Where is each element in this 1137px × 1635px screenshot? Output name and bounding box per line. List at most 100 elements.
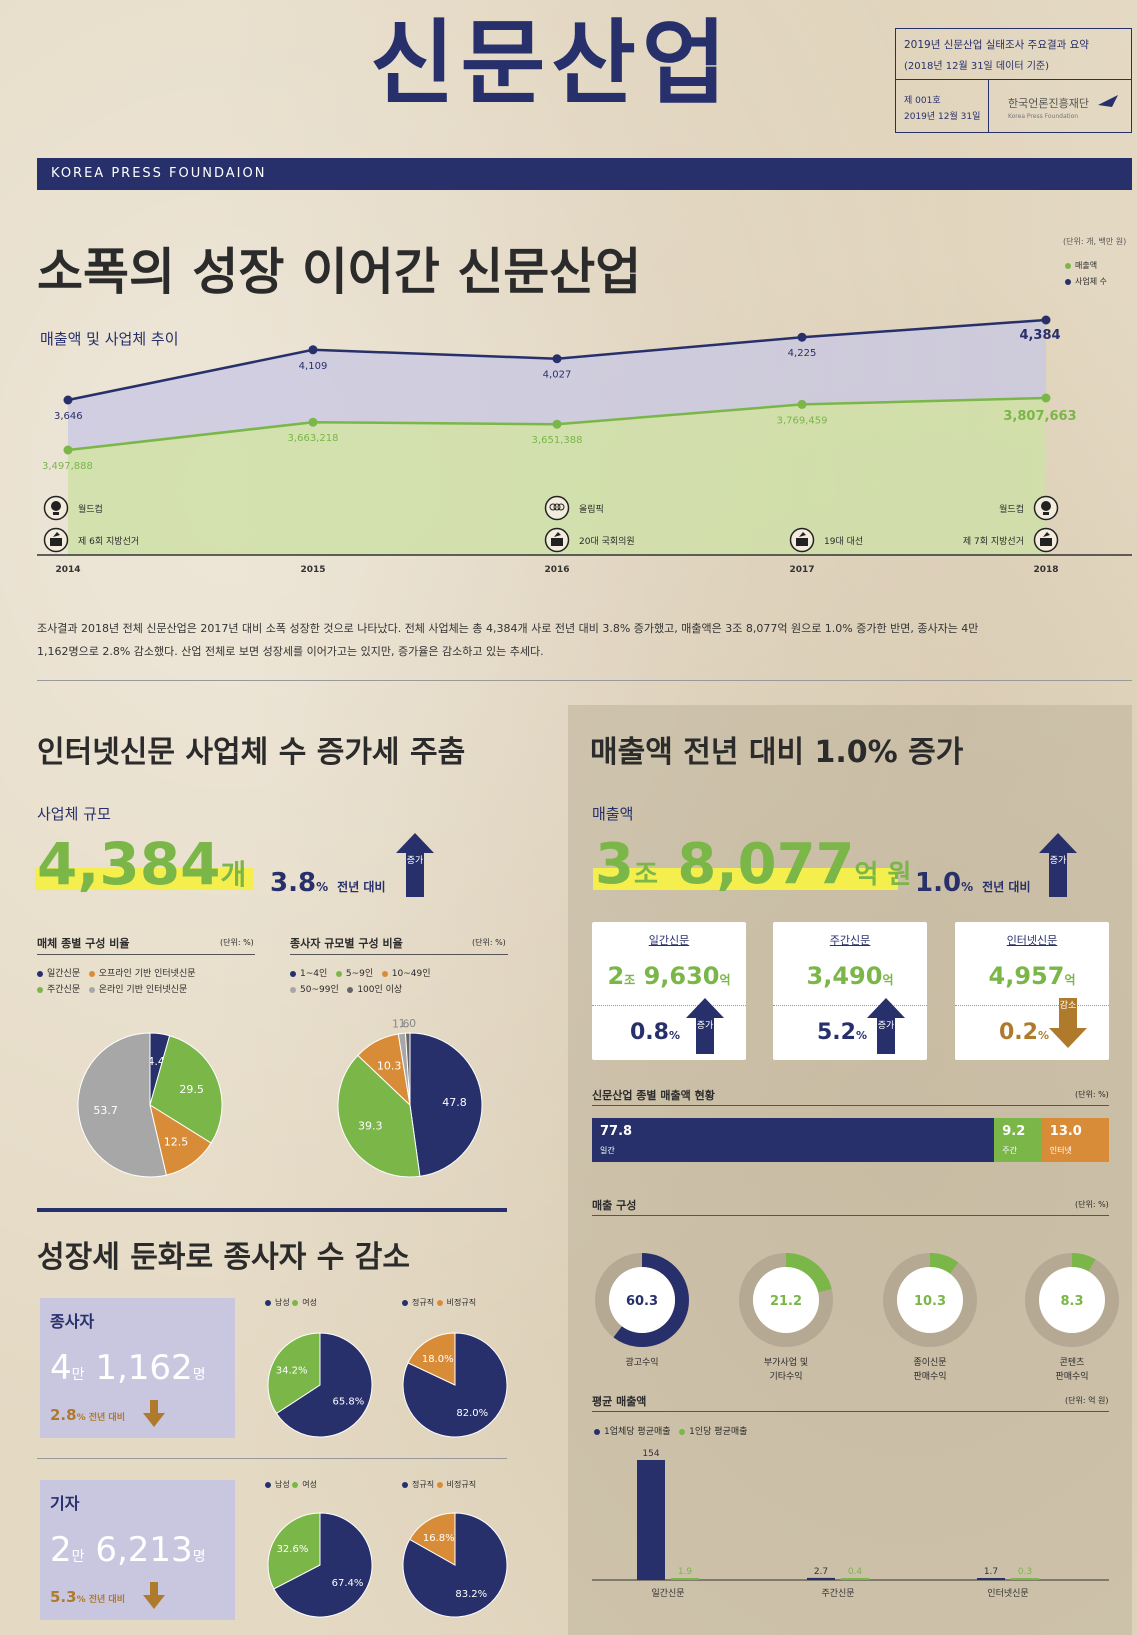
- avg-category: 일간신문: [651, 1588, 684, 1599]
- masthead-title: 신문산업: [370, 10, 733, 117]
- trend-legend-sales: 매출액: [1065, 260, 1097, 271]
- share-value: 9.2: [1002, 1124, 1026, 1139]
- firms-point: [797, 332, 807, 342]
- share-value: 77.8: [600, 1124, 633, 1139]
- firms-highlight: [35, 868, 253, 890]
- share-category: 주간: [1002, 1146, 1017, 1155]
- reporters-box: 기자 2만 6,213명 5.3% 전년 대비: [40, 1480, 235, 1620]
- section3-headline: 매출액 전년 대비 1.0% 증가: [590, 735, 964, 770]
- pie-label: 65.8%: [332, 1396, 364, 1407]
- reporters-type-pie: 83.2% 16.8%: [402, 1512, 508, 1618]
- pie-label: 1.6: [392, 1018, 410, 1031]
- donut-arc: [595, 1253, 689, 1347]
- reporters-type-legend: 정규직 비정규직: [402, 1479, 476, 1490]
- avg-category: 주간신문: [821, 1588, 854, 1599]
- card-weekly-pct: 5.2%: [817, 1020, 868, 1045]
- firms-label: 4,109: [299, 361, 328, 372]
- card-daily-up-arrow-icon: [686, 998, 724, 1018]
- event-marker: [789, 527, 815, 557]
- firms-up-arrow-label: 증가: [406, 853, 424, 897]
- event-label: 20대 국회의원: [579, 537, 635, 547]
- issue-number: 제 001호: [904, 96, 941, 106]
- pie-label: 53.7: [93, 1104, 118, 1117]
- avg-bar: [671, 1578, 699, 1580]
- section2-headline: 인터넷신문 사업체 수 증가세 주춤: [37, 735, 466, 770]
- reporters-pct: 5.3% 전년 대비: [50, 1588, 125, 1606]
- avg-unit: (단위: 억 원): [1065, 1396, 1109, 1405]
- donut-value: 8.3: [1060, 1294, 1083, 1309]
- card-daily-value: 2조 9,630억: [607, 962, 731, 990]
- card-internet-value: 4,957억: [988, 962, 1076, 990]
- employees-pct: 2.8% 전년 대비: [50, 1406, 125, 1424]
- comp-donut: 60.3: [595, 1253, 689, 1347]
- pie-label: 10.3: [377, 1060, 402, 1073]
- report-title: 2019년 신문산업 실태조사 주요결과 요약: [904, 39, 1089, 51]
- section1-headline: 소폭의 성장 이어간 신문산업: [37, 243, 642, 301]
- sales-point: [797, 399, 807, 409]
- event-marker: [544, 527, 570, 557]
- avg-bar: [841, 1578, 869, 1580]
- comp-unit: (단위: %): [1075, 1200, 1109, 1209]
- avg-legend: 1업체당 평균매출 1인당 평균매출: [594, 1424, 747, 1437]
- donut-arc: [883, 1253, 977, 1347]
- sales-pct: 1.0% 전년 대비: [915, 868, 1031, 898]
- firms-label: 3,646: [54, 411, 83, 422]
- firms-label: 4,225: [788, 348, 817, 359]
- sales-point: [552, 419, 562, 429]
- event-label: 제 6회 지방선거: [78, 537, 140, 547]
- pie-label: 82.0%: [456, 1408, 488, 1419]
- employees-down-arrow-icon: [143, 1400, 165, 1427]
- olympic-rings-icon: [544, 495, 570, 521]
- donut-arc: [739, 1253, 833, 1347]
- share-segment: 13.0 인터넷: [1041, 1118, 1109, 1162]
- event-label: 제 7회 지방선거: [962, 537, 1024, 547]
- share-title: 신문산업 종별 매출액 현황: [592, 1089, 715, 1102]
- donut-arc: [1025, 1253, 1119, 1347]
- x-tick-label: 2016: [544, 565, 569, 575]
- firms-point: [63, 395, 73, 405]
- sales-point: [63, 445, 73, 455]
- trend-subtitle: 매출액 및 사업체 추이: [40, 330, 179, 348]
- event-marker: [43, 527, 69, 557]
- reporters-value: 2만 6,213명: [50, 1530, 206, 1570]
- firms-subtitle: 사업체 규모: [37, 805, 111, 823]
- avg-bar-chart: 154 1.9 일간신문 2.7 0.4 주간신문 1.7 0.3 인터넷신문: [592, 1449, 1109, 1599]
- reporters-gender-legend: 남성 여성: [265, 1479, 317, 1490]
- sales-point: [1041, 393, 1051, 403]
- publisher-en: Korea Press Foundation: [1008, 113, 1079, 120]
- pie-slice: [149, 1035, 223, 1144]
- firms-point: [552, 354, 562, 364]
- event-marker: [544, 495, 570, 525]
- employees-type-pie: 82.0% 18.0%: [402, 1332, 508, 1438]
- employees-gender-pie: 65.8% 34.2%: [267, 1332, 373, 1438]
- share-bar: 77.8 일간 9.2 주간 13.0 인터넷: [592, 1118, 1109, 1162]
- trend-legend-firms: 사업체 수: [1065, 276, 1107, 287]
- firms-count: 4,384개: [37, 830, 247, 898]
- reporters-label: 기자: [50, 1494, 80, 1513]
- report-box: 2019년 신문산업 실태조사 주요결과 요약 (2018년 12월 31일 데…: [895, 28, 1132, 133]
- media-unit: (단위: %): [220, 938, 254, 947]
- size-unit: (단위: %): [472, 938, 506, 947]
- event-marker: [43, 495, 69, 525]
- size-title: 종사자 규모별 구성 비율: [290, 937, 403, 950]
- summary-paragraph-1: 조사결과 2018년 전체 신문산업은 2017년 대비 소폭 성장한 것으로 …: [37, 622, 979, 635]
- firms-up-arrow-icon: [396, 833, 434, 853]
- card-daily-title: 일간신문: [648, 934, 690, 947]
- event-label: 월드컵: [78, 505, 103, 515]
- employees-label: 종사자: [50, 1312, 95, 1331]
- sales-label: 3,769,459: [777, 415, 828, 426]
- firms-point: [308, 345, 318, 355]
- pie-label: 32.6%: [277, 1544, 309, 1555]
- event-marker: [1033, 495, 1059, 525]
- share-category: 인터넷: [1049, 1146, 1072, 1155]
- header-band: KOREA PRESS FOUNDAION: [37, 158, 1132, 190]
- x-tick-label: 2015: [300, 565, 325, 575]
- event-label: 올림픽: [579, 505, 604, 515]
- sales-label: 3,807,663: [1003, 409, 1076, 424]
- pie-label: 67.4%: [332, 1578, 364, 1589]
- size-pie: 47.8 39.3 10.3 1.61.0: [337, 1017, 483, 1178]
- avg-bar: [977, 1578, 1005, 1580]
- card-internet: 인터넷신문 4,957억 0.2% 감소: [955, 922, 1109, 1060]
- card-weekly-value: 3,490억: [806, 962, 894, 990]
- pie-slice: [407, 1332, 456, 1386]
